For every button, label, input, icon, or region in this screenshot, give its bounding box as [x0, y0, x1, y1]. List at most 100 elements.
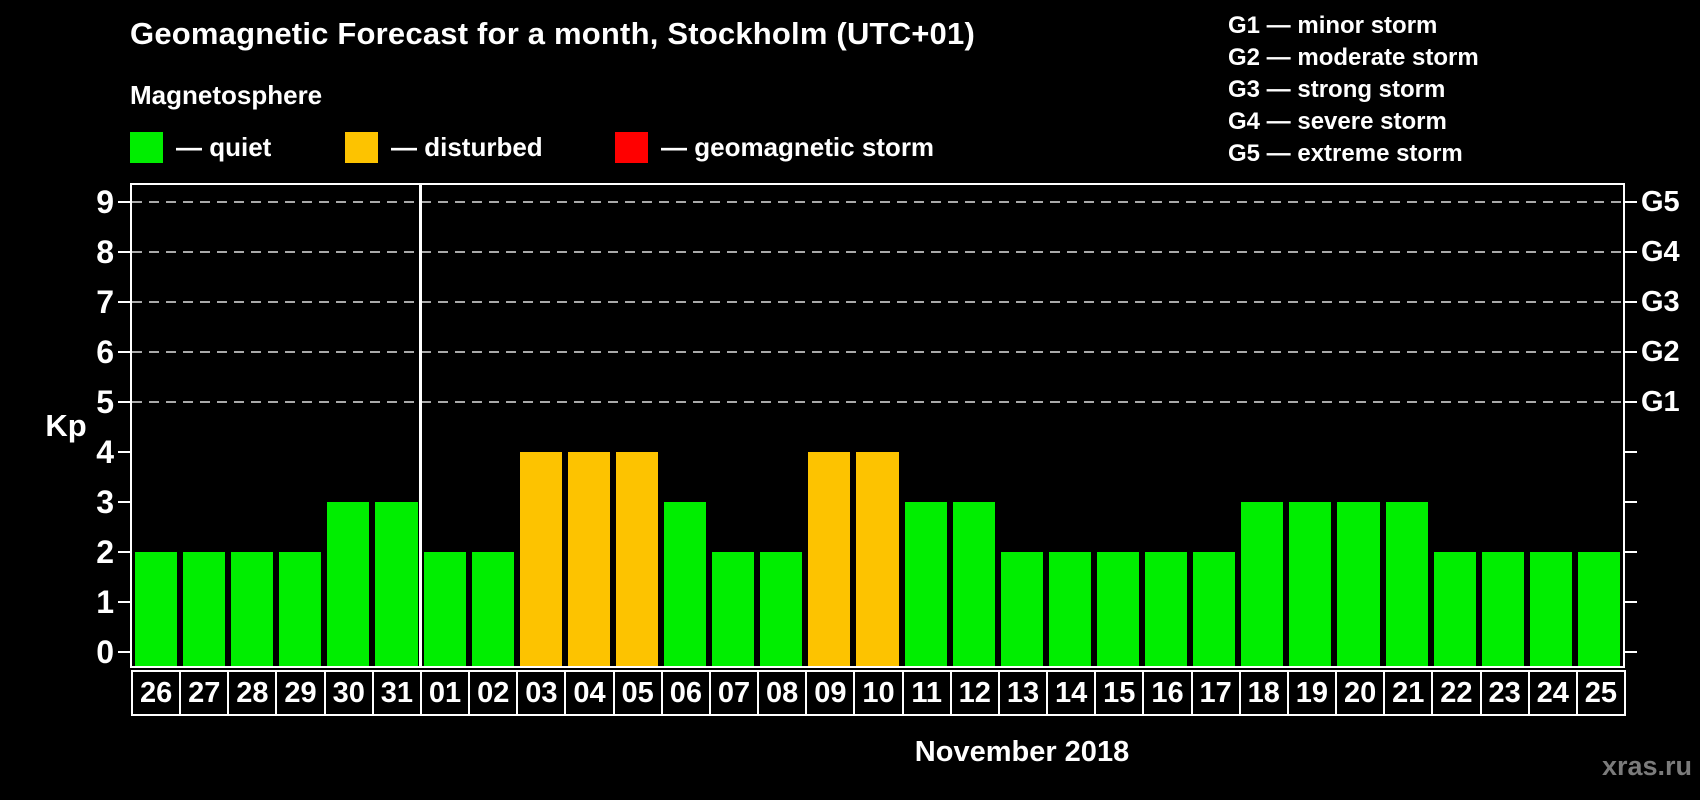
- kp-bar-day-26: [135, 552, 178, 666]
- day-label-17: 17: [1190, 670, 1241, 716]
- day-axis: 26 27 28 29 30 31 01 02 03 04 05 06 07 08 09 10 11 12 13 14…: [131, 670, 1626, 716]
- y-axis-tick-left-9: [118, 201, 130, 203]
- day-label-16: 16: [1142, 670, 1193, 716]
- g-axis-label-g5: G5: [1641, 186, 1680, 218]
- g-legend-item-g2: G2 — moderate storm: [1228, 44, 1479, 71]
- y-tick-label-4: 4: [96, 434, 114, 470]
- g-axis-label-g4: G4: [1641, 236, 1680, 268]
- kp-bar-day-14: [1048, 552, 1091, 666]
- kp-bar-day-05: [615, 452, 659, 666]
- day-label-28: 28: [227, 670, 278, 716]
- y-axis-tick-right-4: [1625, 451, 1637, 453]
- day-label-30: 30: [323, 670, 374, 716]
- quiet-color-swatch: [130, 131, 163, 163]
- kp-bar-day-28: [231, 552, 274, 666]
- kp-bar-day-15: [1096, 552, 1140, 666]
- chart-subtitle: Magnetosphere: [130, 80, 323, 110]
- kp-bar-day-06: [664, 502, 707, 666]
- day-label-12: 12: [949, 670, 1000, 716]
- kp-bar-day-03: [519, 452, 562, 666]
- day-label-20: 20: [1335, 670, 1386, 716]
- y-axis-tick-right-9: [1625, 201, 1637, 203]
- kp-bar-day-12: [952, 502, 995, 666]
- kp-bar-day-29: [279, 552, 322, 666]
- kp-bar-day-16: [1145, 552, 1188, 666]
- y-axis-tick-right-5: [1625, 401, 1637, 403]
- y-axis-tick-right-3: [1625, 501, 1637, 503]
- legend-item-disturbed: — disturbed: [345, 130, 543, 164]
- day-label-15: 15: [1094, 670, 1145, 716]
- x-axis-label-month: November 2018: [914, 736, 1130, 768]
- legend-label-quiet: — quiet: [176, 131, 272, 162]
- gridline-kp6: [132, 351, 1623, 353]
- y-tick-label-8: 8: [96, 234, 114, 270]
- kp-bar-day-19: [1289, 502, 1332, 666]
- gridline-kp7: [132, 301, 1623, 303]
- y-axis-tick-left-8: [118, 251, 130, 253]
- y-axis-tick-left-7: [118, 301, 130, 303]
- kp-bar-day-23: [1481, 552, 1524, 666]
- storm-color-swatch: [615, 131, 648, 163]
- kp-bar-day-27: [183, 552, 226, 666]
- y-axis-tick-right-2: [1625, 551, 1637, 553]
- day-label-02: 02: [468, 670, 519, 716]
- day-label-08: 08: [757, 670, 808, 716]
- kp-bar-day-10: [856, 452, 899, 666]
- day-label-18: 18: [1238, 670, 1289, 716]
- disturbed-color-swatch: [345, 131, 378, 163]
- day-label-22: 22: [1431, 670, 1482, 716]
- kp-bar-day-30: [327, 502, 370, 666]
- y-tick-label-6: 6: [96, 334, 114, 370]
- y-axis-tick-left-5: [118, 401, 130, 403]
- legend-item-storm: — geomagnetic storm: [615, 130, 934, 164]
- y-axis-tick-left-0: [118, 651, 130, 653]
- day-label-24: 24: [1527, 670, 1578, 716]
- y-axis-tick-left-3: [118, 501, 130, 503]
- g-legend-item-g1: G1 — minor storm: [1228, 12, 1438, 39]
- kp-bar-day-08: [760, 552, 803, 666]
- day-label-31: 31: [371, 670, 422, 716]
- g-scale-legend: G1 — minor storm G2 — moderate storm G3 …: [1228, 10, 1479, 170]
- gridline-kp9: [132, 201, 1623, 203]
- y-tick-label-9: 9: [96, 184, 114, 220]
- day-label-01: 01: [419, 670, 471, 716]
- gridline-kp5: [132, 401, 1623, 403]
- y-tick-label-2: 2: [96, 534, 114, 570]
- kp-bar-day-21: [1385, 502, 1428, 666]
- kp-bar-day-17: [1193, 552, 1236, 666]
- kp-bar-day-24: [1529, 552, 1572, 666]
- kp-bar-day-18: [1241, 502, 1284, 666]
- g-axis-label-g2: G2: [1641, 336, 1680, 368]
- y-axis-tick-right-7: [1625, 301, 1637, 303]
- gridline-kp8: [132, 251, 1623, 253]
- g-axis-label-g1: G1: [1641, 386, 1680, 418]
- legend-label-disturbed: — disturbed: [391, 131, 543, 162]
- y-tick-label-3: 3: [96, 484, 114, 520]
- y-axis-tick-right-1: [1625, 601, 1637, 603]
- kp-bar-day-11: [904, 502, 947, 666]
- day-label-14: 14: [1046, 670, 1097, 716]
- plot-area: 0 1 2 3 4 5 6 7 8 9 G1 G2 G3 G4 G5: [96, 183, 1680, 670]
- y-axis-tick-left-1: [118, 601, 130, 603]
- chart-title: Geomagnetic Forecast for a month, Stockh…: [130, 16, 975, 51]
- kp-bar-day-01: [423, 552, 466, 666]
- day-label-21: 21: [1383, 670, 1434, 716]
- plot-inner: [130, 183, 1625, 668]
- y-tick-label-7: 7: [96, 284, 114, 320]
- kp-bar-day-02: [471, 552, 514, 666]
- watermark: xras.ru: [1601, 751, 1692, 781]
- day-label-19: 19: [1286, 670, 1338, 716]
- kp-bar-day-20: [1337, 502, 1380, 666]
- day-label-10: 10: [853, 670, 904, 716]
- day-label-04: 04: [564, 670, 615, 716]
- kp-bar-day-04: [567, 452, 610, 666]
- day-label-05: 05: [612, 670, 663, 716]
- y-axis-tick-left-2: [118, 551, 130, 553]
- kp-bar-day-31: [375, 502, 418, 666]
- day-label-25: 25: [1575, 670, 1626, 716]
- y-axis-label-kp: Kp: [45, 408, 87, 443]
- month-separator: [419, 185, 423, 666]
- kp-bar-day-09: [808, 452, 851, 666]
- kp-bar-day-07: [712, 552, 755, 666]
- y-axis-tick-left-4: [118, 451, 130, 453]
